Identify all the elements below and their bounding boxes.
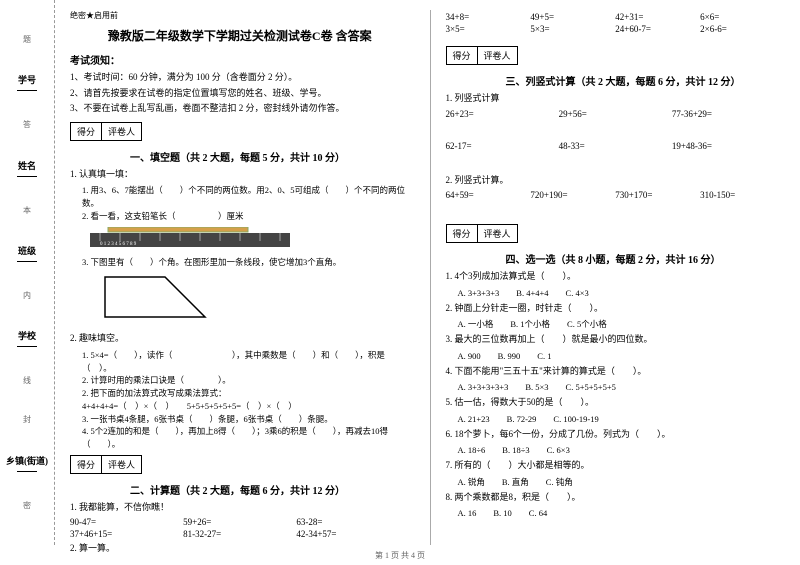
ruler-image: 0 1 2 3 4 5 6 7 8 9 xyxy=(90,227,290,249)
calc-row: 64+59=720+190=730+170=310-150= xyxy=(446,190,786,200)
q2-2: 2. 计算时用的乘法口诀是（ ）。 xyxy=(82,374,410,387)
sidebar-field-id: 学号 xyxy=(17,73,37,91)
q2-1: 1. 5×4=（ ），读作（ ），其中乘数是（ ）和（ ），积是（ ）。 xyxy=(82,349,410,375)
calc-row: 3×5=5×3=24+60-7=2×6-6= xyxy=(446,24,786,34)
s4-q1: 1. 4个3列成加法算式是（ ）。 xyxy=(446,270,786,284)
page-footer: 第 1 页 共 4 页 xyxy=(0,550,800,561)
trapezoid-shape xyxy=(100,272,210,322)
s4-q4-options: A. 3+3+3+3+3 B. 5×3 C. 5+5+5+5+5 xyxy=(458,381,786,393)
right-column: 34+8=49+5=42+31=6×6= 3×5=5×3=24+60-7=2×6… xyxy=(430,10,786,545)
s4-q8-options: A. 16 B. 10 C. 64 xyxy=(458,507,786,519)
s4-q5-options: A. 21+23 B. 72-29 C. 100-19-19 xyxy=(458,413,786,425)
calc-row: 62-17=48-33=19+48-36= xyxy=(446,141,786,151)
s4-q4: 4. 下面不能用"三五十五"来计算的算式是（ ）。 xyxy=(446,365,786,379)
sidebar-field-town: 乡镇(街道) xyxy=(6,454,48,472)
s4-q8: 8. 两个乘数都是8，积是（ ）。 xyxy=(446,491,786,505)
notice-heading: 考试须知： xyxy=(70,52,410,67)
score-box: 得分 评卷人 xyxy=(446,46,518,65)
notice-item: 3、不要在试卷上乱写乱画，卷面不整洁扣 2 分，密封线外请勿作答。 xyxy=(70,102,410,115)
q1: 1. 认真填一填： xyxy=(70,168,410,182)
sidebar-field-class: 班级 xyxy=(17,244,37,262)
svg-text:0 1 2 3 4 5 6 7 8 9: 0 1 2 3 4 5 6 7 8 9 xyxy=(100,242,137,247)
q2-5: 4. 5个2连加的和是（ ），再加上8得（ ）；3乘6的积是（ ），再减去10得… xyxy=(82,425,410,451)
fold-mark: 答 xyxy=(23,119,31,130)
s3-q1: 1. 列竖式计算 xyxy=(446,92,786,106)
exam-title: 豫教版二年级数学下学期过关检测试卷C卷 含答案 xyxy=(70,27,410,44)
score-box: 得分 评卷人 xyxy=(70,122,142,141)
fold-mark: 密 xyxy=(23,500,31,511)
q1-2: 2. 看一看，这支铅笔长（ ）厘米 xyxy=(82,210,410,223)
s4-q2-options: A. 一小格 B. 1个小格 C. 5个小格 xyxy=(458,318,786,330)
confidential-label: 绝密★启用前 xyxy=(70,10,410,21)
q1-1: 1. 用3、6、7能摆出（ ）个不同的两位数。用2、0、5可组成（ ）个不同的两… xyxy=(82,184,410,210)
q2: 2. 趣味填空。 xyxy=(70,332,410,346)
calc-row: 90-47=59+26=63-28= xyxy=(70,517,410,527)
fold-mark: 本 xyxy=(23,205,31,216)
fold-mark: 线 xyxy=(23,375,31,386)
left-column: 绝密★启用前 豫教版二年级数学下学期过关检测试卷C卷 含答案 考试须知： 1、考… xyxy=(70,10,410,545)
section-4-title: 四、选一选（共 8 小题，每题 2 分，共计 16 分） xyxy=(506,251,786,266)
s2-q1: 1. 我都能算，不信你瞧！ xyxy=(70,501,410,515)
s4-q7: 7. 所有的（ ）大小都是相等的。 xyxy=(446,459,786,473)
sidebar-field-school: 学校 xyxy=(17,329,37,347)
fold-mark: 封 xyxy=(23,414,31,425)
s4-q2: 2. 钟面上分针走一圈，时针走（ ）。 xyxy=(446,302,786,316)
s3-q2: 2. 列竖式计算。 xyxy=(446,174,786,188)
q2-4: 3. 一张书桌4条腿，6张书桌（ ）条腿，6张书桌（ ）条腿。 xyxy=(82,413,410,426)
notice-item: 2、请首先按要求在试卷的指定位置填写您的姓名、班级、学号。 xyxy=(70,87,410,100)
sidebar-field-name: 姓名 xyxy=(17,159,37,177)
s4-q3: 3. 最大的三位数再加上（ ）就是最小的四位数。 xyxy=(446,333,786,347)
section-3-title: 三、列竖式计算（共 2 大题，每题 6 分，共计 12 分） xyxy=(506,73,786,88)
q2-3a: 4+4+4+4=（ ）×（ ） 5+5+5+5+5+5=（ ）×（ ） xyxy=(82,400,410,413)
calc-row: 34+8=49+5=42+31=6×6= xyxy=(446,12,786,22)
notice-item: 1、考试时间：60 分钟，满分为 100 分（含卷面分 2 分）。 xyxy=(70,71,410,84)
q1-3: 3. 下图里有（ ）个角。在图形里加一条线段，使它增加3个直角。 xyxy=(82,256,410,269)
section-1-title: 一、填空题（共 2 大题，每题 5 分，共计 10 分） xyxy=(130,149,410,164)
fold-mark: 内 xyxy=(23,290,31,301)
section-2-title: 二、计算题（共 2 大题，每题 6 分，共计 12 分） xyxy=(130,482,410,497)
q2-3: 2. 把下面的加法算式改写成乘法算式： xyxy=(82,387,410,400)
fold-mark: 题 xyxy=(23,34,31,45)
score-box: 得分 评卷人 xyxy=(446,224,518,243)
s4-q3-options: A. 900 B. 990 C. 1 xyxy=(458,350,786,362)
score-box: 得分 评卷人 xyxy=(70,455,142,474)
s4-q1-options: A. 3+3+3+3 B. 4+4+4 C. 4×3 xyxy=(458,287,786,299)
s4-q5: 5. 估一估，得数大于50的是（ ）。 xyxy=(446,396,786,410)
binding-sidebar: 题 学号 答 姓名 本 班级 内 学校 线 封 乡镇(街道) 密 xyxy=(0,0,55,545)
calc-row: 26+23=29+56=77-36+29= xyxy=(446,109,786,119)
s4-q6: 6. 18个萝卜，每6个一份，分成了几份。列式为（ ）。 xyxy=(446,428,786,442)
s4-q6-options: A. 18÷6 B. 18÷3 C. 6×3 xyxy=(458,444,786,456)
s4-q7-options: A. 锐角 B. 直角 C. 钝角 xyxy=(458,476,786,488)
calc-row: 37+46+15=81-32-27=42-34+57= xyxy=(70,529,410,539)
